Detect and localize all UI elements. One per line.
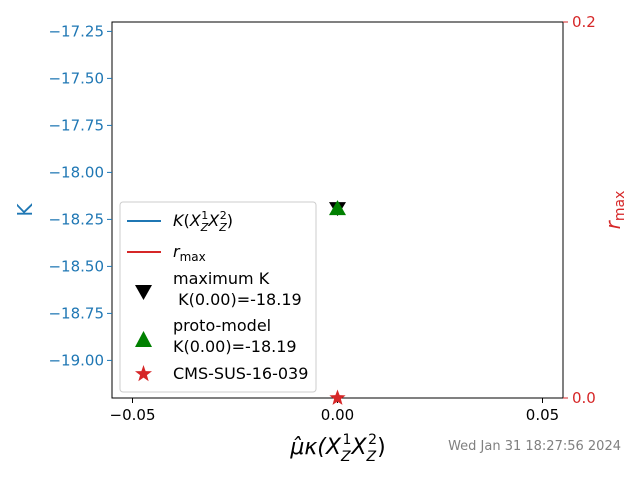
left-tick-label: −18.50 xyxy=(48,257,104,275)
legend-box xyxy=(119,201,317,393)
right-axis-label: rmax xyxy=(601,191,628,230)
legend-label-rmax: rmax xyxy=(173,242,206,264)
left-axis-ticks: −17.25 −17.50 −17.75 −18.00 −18.25 −18.50 −18.… xyxy=(48,22,112,369)
legend-triangle-up-icon xyxy=(135,331,152,347)
right-tick-label: 0.2 xyxy=(572,13,596,31)
bottom-axis-ticks: −0.05 0.00 0.05 xyxy=(110,398,559,424)
legend-star-icon xyxy=(135,365,152,382)
legend-triangle-down-icon xyxy=(135,285,152,300)
bottom-tick-label: 0.05 xyxy=(526,406,559,424)
left-tick-label: −17.50 xyxy=(48,69,104,87)
legend-label-maxk-2: K(0.00)=-18.19 xyxy=(173,290,302,309)
left-tick-label: −17.25 xyxy=(48,22,104,40)
left-tick-label: −19.00 xyxy=(48,351,104,369)
legend-label-k: K(XZ1XZ2) xyxy=(173,209,233,234)
left-tick-label: −18.75 xyxy=(48,304,104,322)
timestamp: Wed Jan 31 18:27:56 2024 xyxy=(448,439,621,454)
left-tick-label: −18.25 xyxy=(48,210,104,228)
legend-label-proto-2: K(0.00)=-18.19 xyxy=(173,337,297,356)
left-tick-label: −17.75 xyxy=(48,116,104,134)
right-axis-ticks: 0.0 0.2 xyxy=(563,13,596,407)
legend: K(XZ1XZ2) rmax maximum K K(0.00)=-18.19 … xyxy=(119,201,317,393)
legend-label-cms: CMS-SUS-16-039 xyxy=(173,364,308,383)
left-tick-label: −18.00 xyxy=(48,163,104,181)
bottom-axis-label: μ̂κ(XZ1XZ2) xyxy=(289,432,385,465)
left-axis-label: K xyxy=(13,203,37,217)
marker-triangle-up xyxy=(329,200,346,216)
marker-star xyxy=(329,389,346,405)
bottom-tick-label: 0.00 xyxy=(321,406,354,424)
data-markers xyxy=(329,200,346,405)
bottom-tick-label: −0.05 xyxy=(110,406,156,424)
legend-label-maxk-1: maximum K xyxy=(173,269,270,288)
right-tick-label: 0.0 xyxy=(572,389,596,407)
legend-label-proto-1: proto-model xyxy=(173,316,271,335)
